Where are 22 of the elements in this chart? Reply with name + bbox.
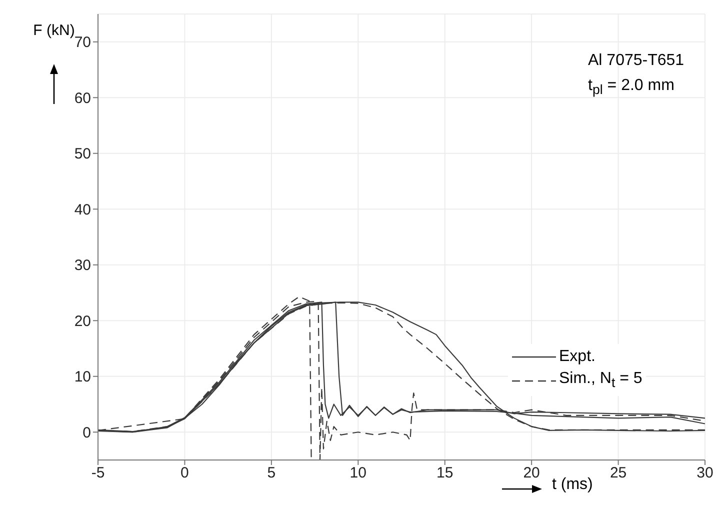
x-tick-label: 10 — [350, 464, 366, 482]
legend-label: Expt. — [559, 347, 596, 367]
x-tick-label: 25 — [610, 464, 627, 482]
x-axis-title: t (ms) — [552, 476, 593, 493]
x-tick-label: 20 — [523, 464, 540, 482]
x-tick-label: 15 — [436, 464, 454, 482]
annotation: t$_{pl}$ = 2.0 mm — [588, 77, 674, 98]
y-axis-title: F (kN) — [33, 22, 75, 39]
x-tick-label: 30 — [696, 464, 714, 482]
x-tick-label: 0 — [180, 464, 189, 482]
y-tick-label: 30 — [74, 257, 91, 274]
annotation: Al 7075-T651 — [588, 52, 684, 69]
y-tick-label: 60 — [74, 90, 91, 107]
x-tick-label: -5 — [91, 464, 105, 482]
y-tick-label: 10 — [74, 368, 91, 386]
y-tick-label: 50 — [74, 146, 91, 163]
x-tick-label: 5 — [267, 464, 276, 482]
y-tick-label: 70 — [74, 34, 91, 52]
y-tick-label: 20 — [74, 312, 91, 330]
legend-label: Sim., N$_{t}$ = 5 — [559, 369, 642, 392]
y-tick-label: 40 — [74, 201, 91, 218]
y-tick-label: 0 — [82, 424, 91, 442]
